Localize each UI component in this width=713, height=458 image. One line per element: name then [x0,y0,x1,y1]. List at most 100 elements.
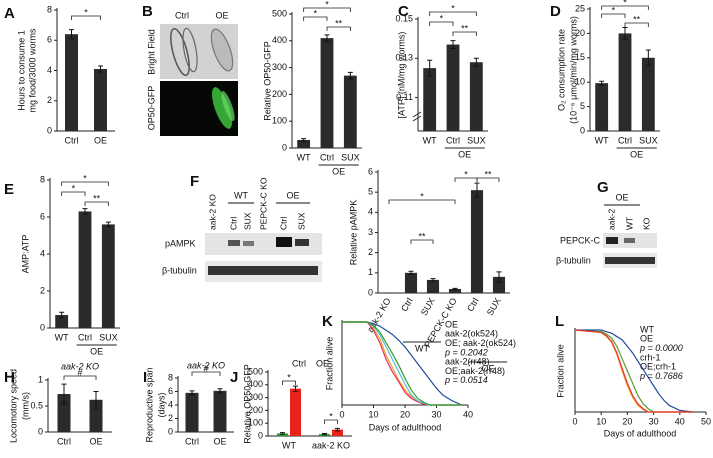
significance-bracket [601,13,626,18]
y-tick-label: 4 [47,65,52,75]
western-blot-g: G OE aak-2 WT KO PEPCK-C β-tubulin [556,179,657,268]
bar [277,433,288,436]
significance-label: * [83,173,87,183]
survival-curve [342,321,462,406]
y-tick-label: 8 [47,4,52,14]
legend-label: Ctrl [292,358,306,368]
x-tick-label: OE [89,436,102,446]
x-tick-label: 20 [622,416,632,426]
y-tick-label: 500 [248,366,263,376]
legend-label: OE [640,334,653,344]
significance-label: * [623,0,627,7]
significance-bracket [388,199,456,204]
y-tick-label: 0.13 [395,53,413,63]
significance-label: * [451,3,455,13]
y-tick-label: 2 [47,95,52,105]
bar [446,44,460,131]
y-axis-label: Reproductive span [144,367,154,442]
significance-label: * [420,191,424,201]
axis-break [412,115,422,122]
y-axis-label: (mm/s) [20,392,30,420]
error-bar [105,221,111,228]
band [605,257,655,264]
y-axis-label: (10⁻⁶ μmol/min/mg worms) [568,16,578,124]
bar [101,224,115,328]
y-tick-label: 0 [40,322,45,332]
y-tick-label: 15 [575,52,585,62]
bar [641,57,655,131]
significance-label: ** [93,193,101,203]
significance-label: * [612,5,616,15]
significance-bracket [303,16,328,21]
error-bar [622,27,628,40]
chart-title: aak-2 KO [187,360,225,370]
x-tick-label: 30 [431,409,441,419]
significance-label: * [314,8,318,18]
error-bar [452,287,458,291]
significance-bracket [61,181,109,186]
chart-title: aak-2 KO [61,361,99,371]
survival-curve [574,329,693,413]
annotation: p = 0.7686 [639,371,683,381]
y-tick-label: 0 [47,125,52,135]
band [243,241,254,246]
bar [65,34,78,132]
worm [182,27,198,73]
bar [404,272,418,293]
lane-label: aak-2 [606,208,616,230]
column-label: Ctrl [175,10,189,20]
significance-label: # [77,367,82,377]
error-bar [474,182,480,198]
y-tick-label: 8 [40,174,45,184]
bar [78,211,92,328]
y-tick-label: 20 [575,28,585,38]
y-axis-label: Relative pAMPK [348,200,358,266]
error-bar [645,49,651,67]
y-tick-label: 10 [575,77,585,87]
y-axis-label: (days) [156,392,166,417]
lane-label: SUX [296,212,306,230]
y-axis-label: AMP:ATP [20,235,30,274]
error-bar [69,29,74,40]
panel-letter: A [4,5,15,22]
row-label: Bright Field [146,29,156,75]
annotation: p = 0.0514 [444,375,488,385]
legend-label: OE;crh-1 [640,362,676,372]
x-tick-label: 40 [463,409,473,419]
y-tick-label: 0.5 [30,400,43,410]
y-tick-label: 1 [38,374,43,384]
y-tick-label: 6 [368,166,373,176]
x-tick-label: SUX [341,152,360,162]
y-axis-label: mg food/3000 worms [27,28,37,113]
bar [89,399,103,432]
x-tick-label: WT [297,152,311,162]
significance-label: * [287,372,291,382]
significance-bracket [63,375,97,380]
survival-curve [575,329,693,413]
survival-curve [342,321,462,406]
x-tick-label: OE [94,135,107,145]
error-bar [496,271,502,283]
column-label: OE [215,10,228,20]
x-tick-label: Ctrl [618,135,632,145]
y-axis-label: Fraction alive [324,337,334,391]
lane-label: SUX [242,212,252,230]
y-tick-label: 6 [47,35,52,45]
x-tick-label: Ctrl [185,436,199,446]
western-blot-f: pAMPK β-tubulin aak-2 KO Ctrl SUX PEPCK-… [162,177,322,282]
x-tick-label: 50 [701,416,711,426]
bar [290,388,301,436]
error-bar [427,59,433,77]
x-tick-label: Ctrl [465,296,481,313]
y-axis-label: O₂ consumption rate [556,29,566,111]
lane-label: Ctrl [228,217,238,230]
y-tick-label: 400 [272,35,287,45]
significance-label: * [325,0,329,9]
band [624,238,635,243]
y-tick-label: 0 [368,287,373,297]
error-bar [599,80,605,86]
panel-letter: H [4,369,15,386]
error-bar [450,40,456,49]
significance-label: * [84,7,88,17]
